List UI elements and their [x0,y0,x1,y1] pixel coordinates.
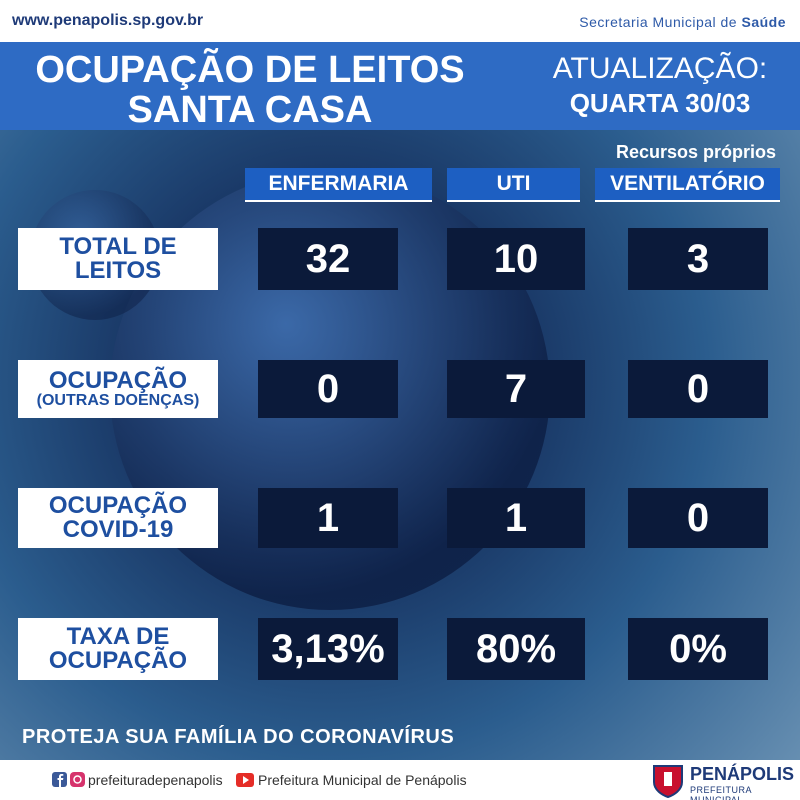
row-label-line: OCUPAÇÃO [48,367,188,394]
row-label: TAXA DE OCUPAÇÃO [18,618,218,680]
row-label-line: (OUTRAS DOENÇAS) [36,392,200,409]
url: www.penapolis.sp.gov.br [12,12,204,29]
cell-value: 32 [258,228,398,290]
header-bar: www.penapolis.sp.gov.br Secretaria Munic… [0,0,800,42]
note: Recursos próprios [615,142,776,162]
footer: prefeituradepenapolis Prefeitura Municip… [0,760,800,800]
row-label: OCUPAÇÃO COVID-19 [18,488,218,548]
youtube-icon [236,773,254,787]
row-label-line: COVID-19 [62,516,174,543]
logo-name: PENÁPOLIS [690,764,795,784]
department-highlight: Saúde [741,14,786,30]
cell-value: 0 [628,360,768,418]
cell-value: 3,13% [258,618,398,680]
cell-value: 0 [258,360,398,418]
column-header: VENTILATÓRIO [595,168,780,202]
cell-value: 80% [447,618,585,680]
row-label-line: LEITOS [74,257,162,284]
title: OCUPAÇÃO DE LEITOS SANTA CASA [30,50,470,130]
row-label: OCUPAÇÃO (OUTRAS DOENÇAS) [18,360,218,418]
title-band [0,42,800,130]
logo-subtitle: PREFEITURA MUNICIPAL [690,785,752,800]
row-label-line: TAXA DE [66,623,170,650]
department: Secretaria Municipal de Saúde [579,14,786,30]
logo-crest [653,765,683,798]
row-label: TOTAL DE LEITOS [18,228,218,290]
cell-value: 1 [447,488,585,548]
cell-value: 0 [628,488,768,548]
cell-value: 7 [447,360,585,418]
slogan: PROTEJA SUA FAMÍLIA DO CORONAVÍRUS [22,726,455,748]
instagram: prefeituradepenapolis [88,772,223,788]
title-line: SANTA CASA [127,89,373,131]
cell-value: 10 [447,228,585,290]
cell-value: 3 [628,228,768,290]
social-icons [52,772,85,787]
row-label-line: TOTAL DE [59,233,177,260]
column-header: ENFERMARIA [245,168,432,202]
department-text: Secretaria Municipal de [579,14,738,30]
row-label-line: OCUPAÇÃO [48,647,188,674]
youtube: Prefeitura Municipal de Penápolis [258,772,467,788]
title-line: OCUPAÇÃO DE LEITOS [35,49,465,91]
cell-value: 0% [628,618,768,680]
update-label: ATUALIZAÇÃO: [552,52,768,85]
cell-value: 1 [258,488,398,548]
update-date: QUARTA 30/03 [569,88,751,118]
row-label-line: OCUPAÇÃO [48,492,188,519]
column-header: UTI [447,168,580,202]
